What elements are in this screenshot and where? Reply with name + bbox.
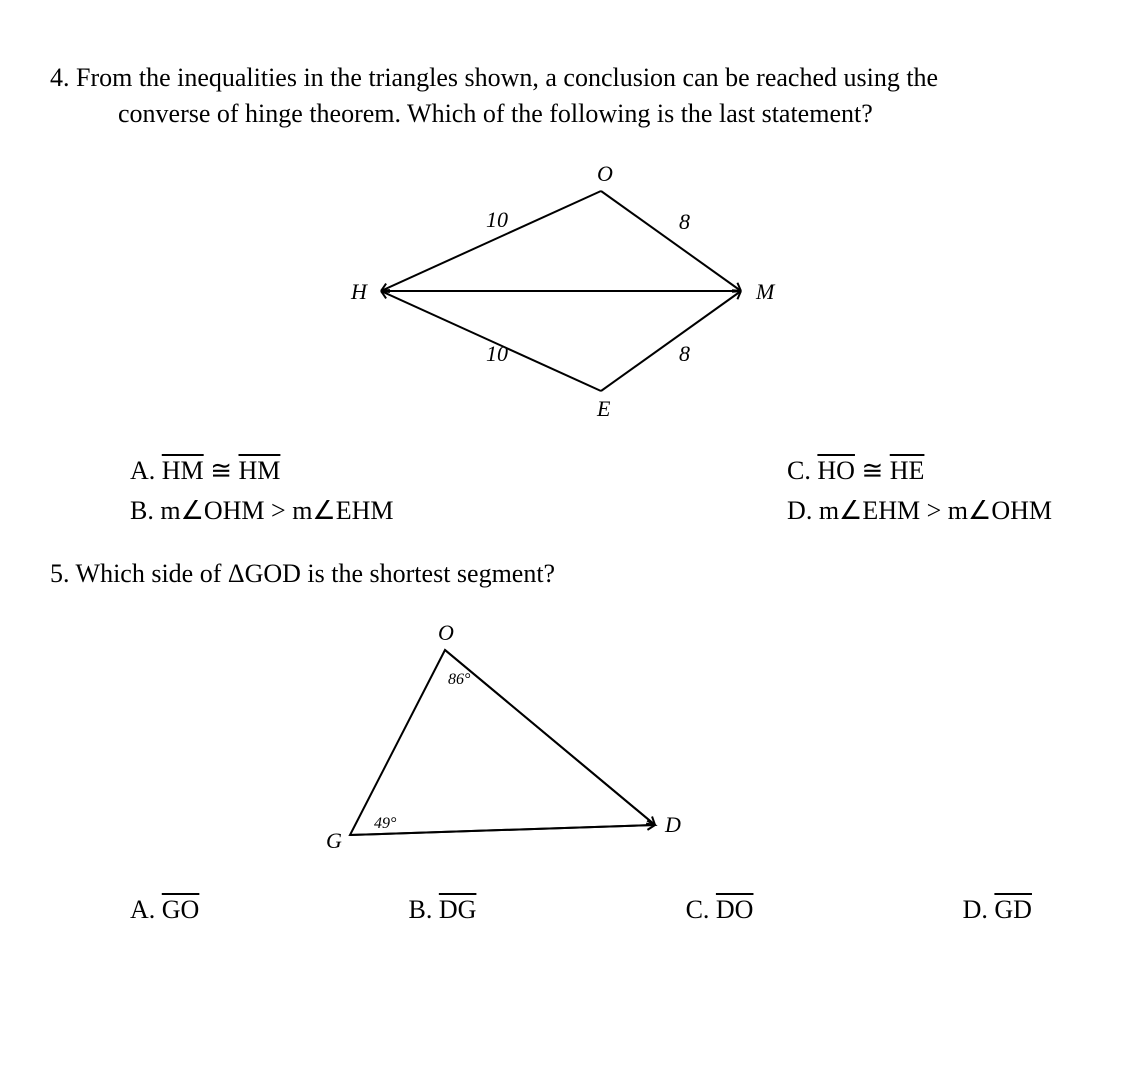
q4-a-mid: ≅ xyxy=(204,456,239,485)
svg-text:86°: 86° xyxy=(448,671,471,688)
q4-number: 4. xyxy=(50,63,70,92)
question-5: 5. Which side of ΔGOD is the shortest se… xyxy=(50,556,1092,592)
q4-a-seg1: HM xyxy=(162,456,204,485)
q5-choice-a: A. GO xyxy=(130,895,199,925)
svg-text:H: H xyxy=(350,279,368,304)
q5-text: Which side of ΔGOD is the shortest segme… xyxy=(76,559,556,588)
q5-a-prefix: A. xyxy=(130,895,162,924)
q4-c-seg1: HO xyxy=(817,456,855,485)
q4-text-line1: From the inequalities in the triangles s… xyxy=(76,63,938,92)
q4-text-line2: converse of hinge theorem. Which of the … xyxy=(50,96,1092,132)
q4-choice-a: A. HM ≅ HM xyxy=(130,456,394,486)
svg-text:49°: 49° xyxy=(374,815,397,832)
q5-a-seg: GO xyxy=(162,895,200,924)
svg-text:G: G xyxy=(326,828,342,853)
q4-a-seg2: HM xyxy=(238,456,280,485)
q5-choices: A. GO B. DG C. DO D. GD xyxy=(130,895,1032,925)
q5-d-prefix: D. xyxy=(963,895,995,924)
q4-choice-c: C. HO ≅ HE xyxy=(787,456,1052,486)
q4-c-prefix: C. xyxy=(787,456,817,485)
q4-choices: A. HM ≅ HM B. m∠OHM > m∠EHM C. HO ≅ HE D… xyxy=(130,456,1052,526)
svg-text:10: 10 xyxy=(486,207,508,232)
q4-diagram: H O M E 10 8 10 8 xyxy=(321,151,821,431)
q4-a-prefix: A. xyxy=(130,456,162,485)
q4-choice-d: D. m∠EHM > m∠OHM xyxy=(787,496,1052,526)
q5-choice-d: D. GD xyxy=(963,895,1032,925)
q5-c-prefix: C. xyxy=(686,895,716,924)
q5-b-prefix: B. xyxy=(409,895,439,924)
q5-c-seg: DO xyxy=(716,895,754,924)
svg-text:O: O xyxy=(597,161,613,186)
q5-choice-b: B. DG xyxy=(409,895,477,925)
worksheet-page: 4. From the inequalities in the triangle… xyxy=(0,0,1142,973)
question-4: 4. From the inequalities in the triangle… xyxy=(50,60,1092,133)
q5-choice-c: C. DO xyxy=(686,895,754,925)
svg-text:D: D xyxy=(664,812,681,837)
q4-choice-b: B. m∠OHM > m∠EHM xyxy=(130,496,394,526)
q4-c-mid: ≅ xyxy=(855,456,890,485)
svg-text:O: O xyxy=(438,620,454,645)
q5-b-seg: DG xyxy=(439,895,477,924)
q5-number: 5. xyxy=(50,559,70,588)
svg-text:M: M xyxy=(755,279,776,304)
q5-diagram: G O D 86° 49° xyxy=(290,610,720,870)
svg-text:10: 10 xyxy=(486,341,508,366)
q4-c-seg2: HE xyxy=(890,456,925,485)
q4-choices-right: C. HO ≅ HE D. m∠EHM > m∠OHM xyxy=(787,456,1052,526)
svg-text:E: E xyxy=(596,396,611,421)
q5-d-seg: GD xyxy=(994,895,1032,924)
svg-text:8: 8 xyxy=(679,209,690,234)
svg-text:8: 8 xyxy=(679,341,690,366)
q4-choices-left: A. HM ≅ HM B. m∠OHM > m∠EHM xyxy=(130,456,394,526)
